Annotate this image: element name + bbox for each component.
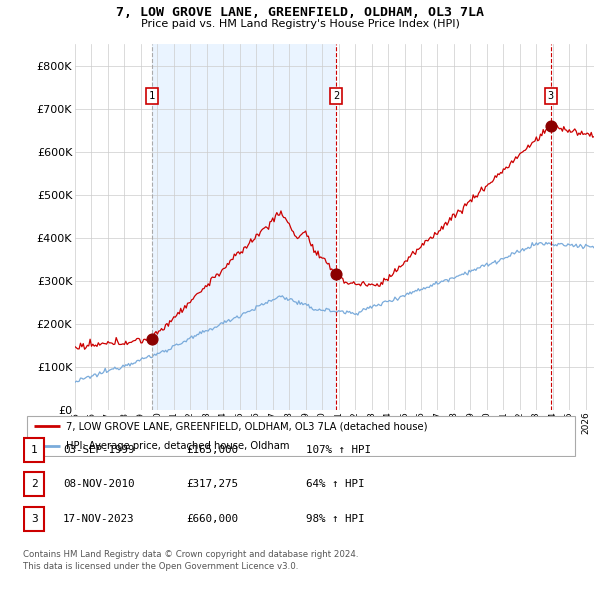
Text: 107% ↑ HPI: 107% ↑ HPI — [306, 445, 371, 455]
FancyBboxPatch shape — [24, 507, 44, 530]
Text: 2: 2 — [31, 480, 38, 489]
Bar — [152, 44, 336, 410]
FancyBboxPatch shape — [24, 473, 44, 496]
FancyBboxPatch shape — [24, 438, 44, 462]
Point — [147, 335, 157, 344]
Point — [546, 122, 556, 131]
Text: 2: 2 — [333, 91, 339, 101]
FancyBboxPatch shape — [27, 415, 575, 457]
Text: 1: 1 — [31, 445, 38, 455]
Point — [331, 269, 341, 278]
Text: HPI: Average price, detached house, Oldham: HPI: Average price, detached house, Oldh… — [65, 441, 289, 451]
Text: 08-NOV-2010: 08-NOV-2010 — [63, 480, 134, 489]
Text: 03-SEP-1999: 03-SEP-1999 — [63, 445, 134, 455]
Text: £660,000: £660,000 — [186, 514, 238, 523]
Text: Contains HM Land Registry data © Crown copyright and database right 2024.: Contains HM Land Registry data © Crown c… — [23, 550, 358, 559]
Text: £165,000: £165,000 — [186, 445, 238, 455]
Text: 98% ↑ HPI: 98% ↑ HPI — [306, 514, 365, 523]
Text: £317,275: £317,275 — [186, 480, 238, 489]
Text: This data is licensed under the Open Government Licence v3.0.: This data is licensed under the Open Gov… — [23, 562, 298, 571]
Text: 7, LOW GROVE LANE, GREENFIELD, OLDHAM, OL3 7LA (detached house): 7, LOW GROVE LANE, GREENFIELD, OLDHAM, O… — [65, 421, 427, 431]
Text: 1: 1 — [149, 91, 155, 101]
Text: 17-NOV-2023: 17-NOV-2023 — [63, 514, 134, 523]
Text: 7, LOW GROVE LANE, GREENFIELD, OLDHAM, OL3 7LA: 7, LOW GROVE LANE, GREENFIELD, OLDHAM, O… — [116, 6, 484, 19]
Text: 64% ↑ HPI: 64% ↑ HPI — [306, 480, 365, 489]
Text: 3: 3 — [548, 91, 554, 101]
Text: 3: 3 — [31, 514, 38, 523]
Text: Price paid vs. HM Land Registry's House Price Index (HPI): Price paid vs. HM Land Registry's House … — [140, 19, 460, 29]
